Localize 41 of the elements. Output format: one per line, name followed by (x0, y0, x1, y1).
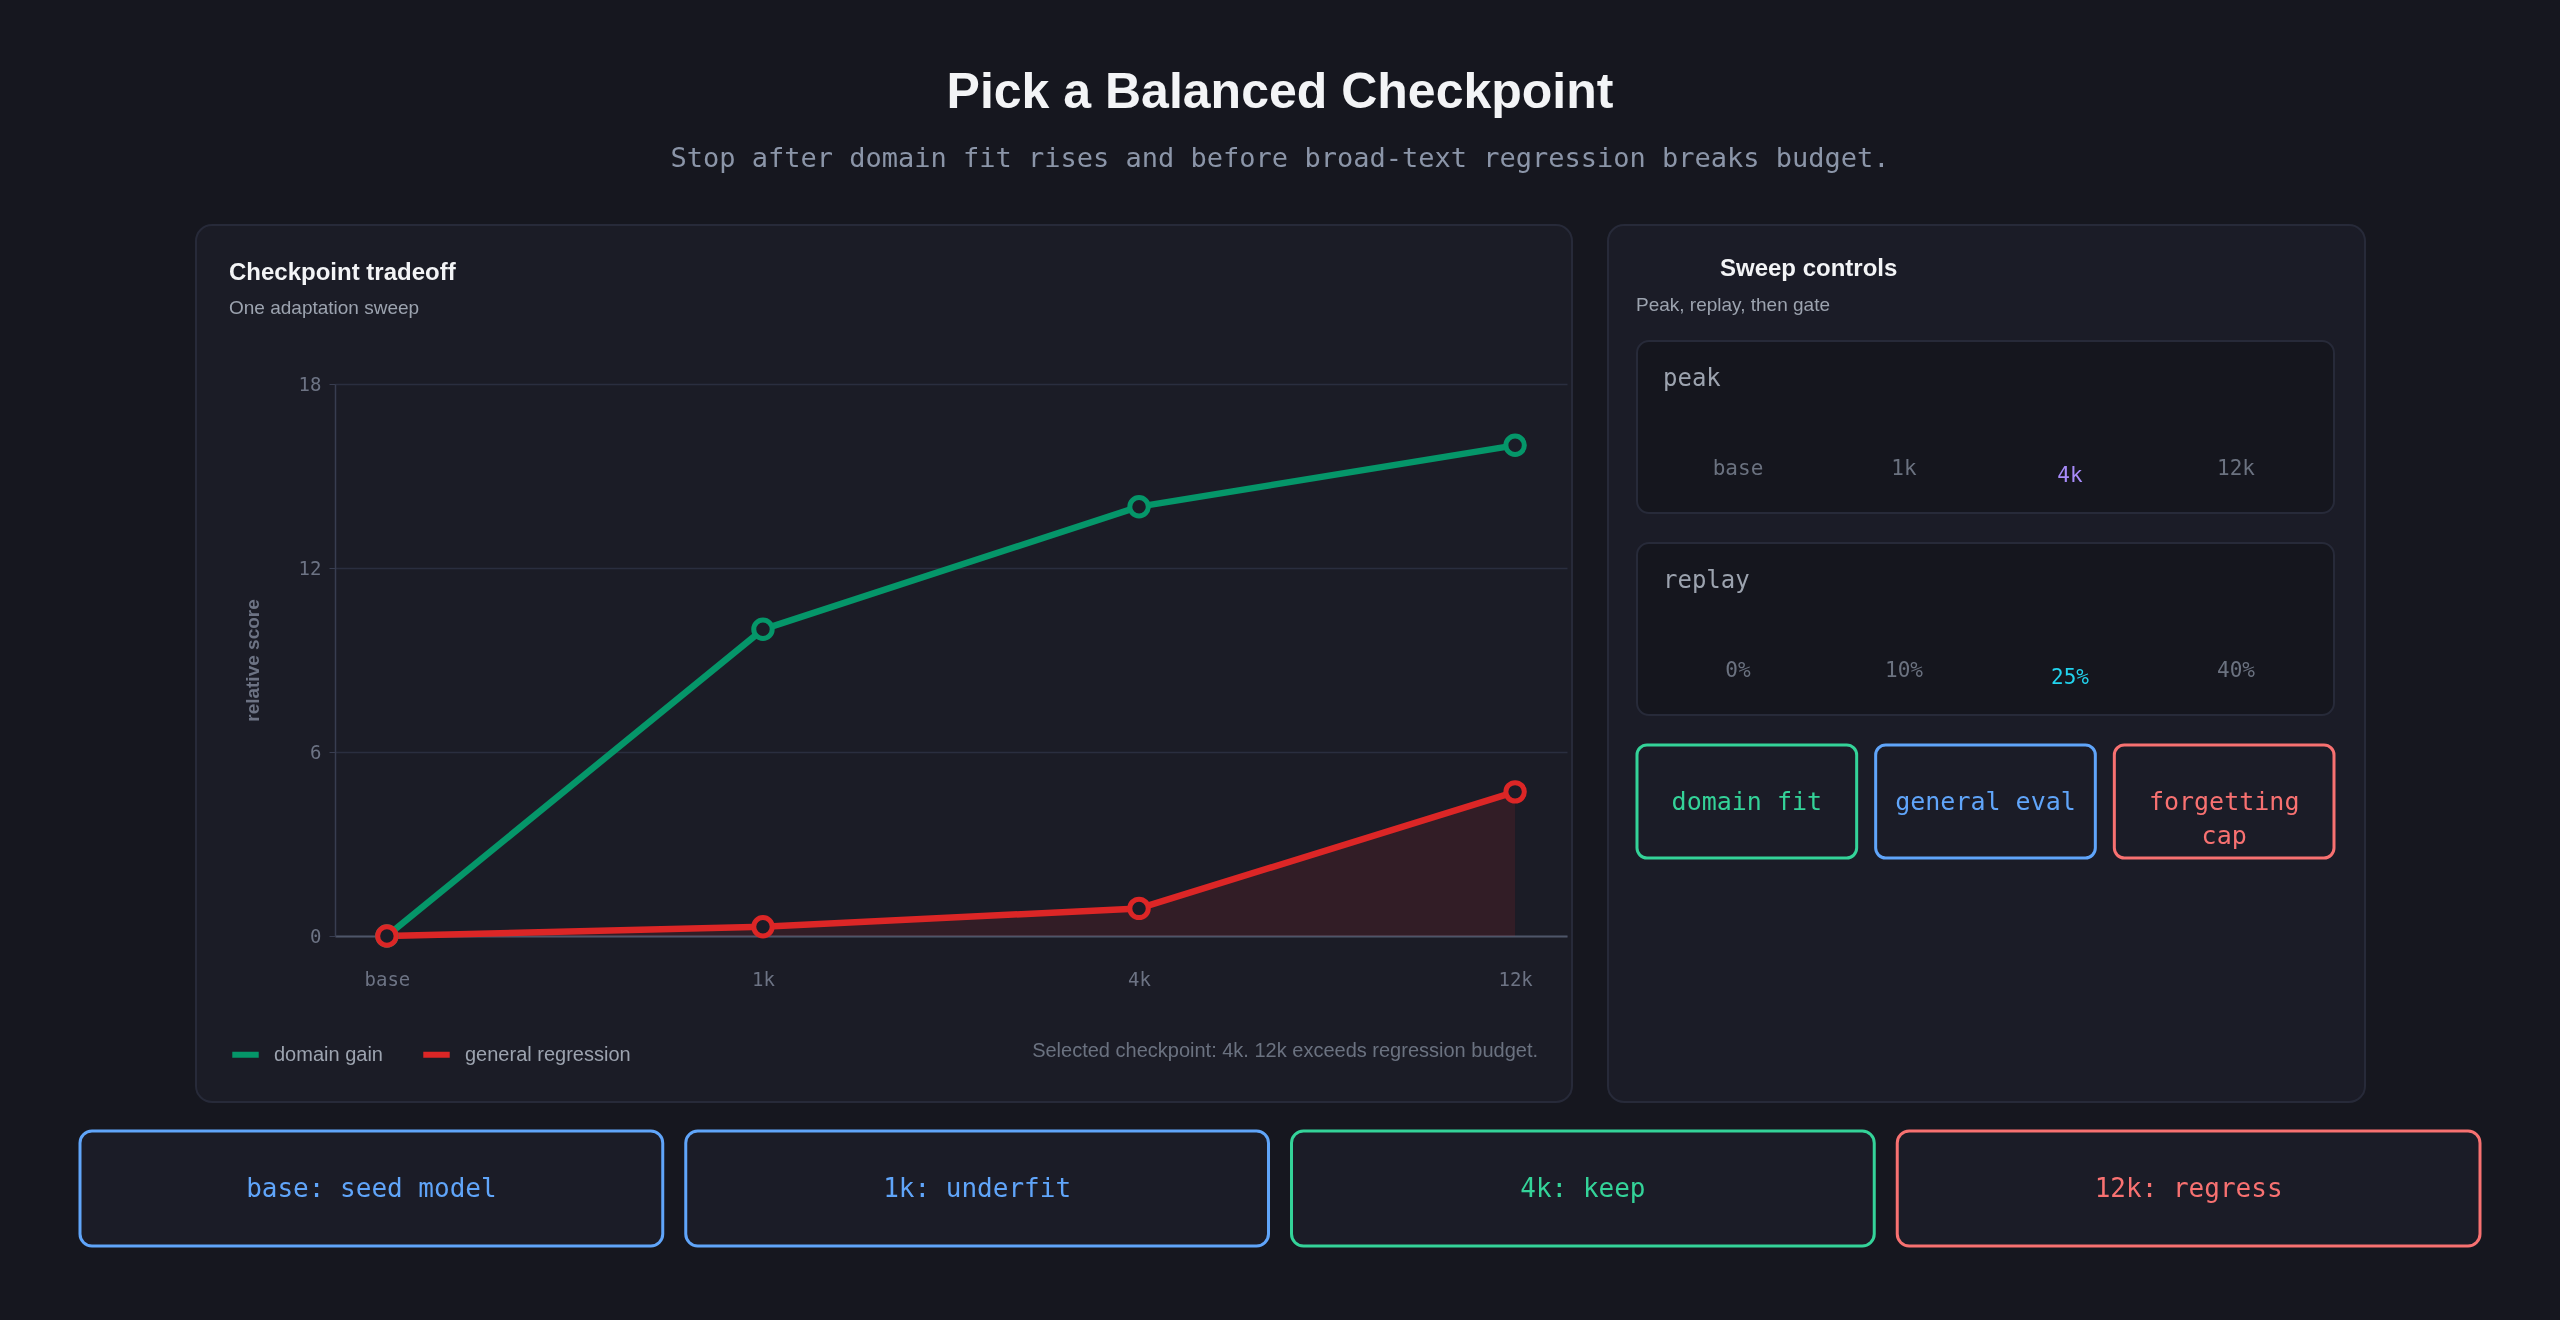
y-tick-label: 18 (298, 372, 322, 395)
text: Peak, replay, then gate (1636, 294, 1830, 315)
chart-title: Checkpoint tradeoff (229, 258, 457, 285)
text: peak (1663, 364, 1722, 392)
text: 0% (1725, 658, 1751, 682)
point (1127, 896, 1151, 921)
x-tick-label: 1k (752, 967, 776, 990)
point (1503, 433, 1527, 458)
text: Stop after domain fit rises and before broad-text regression breaks budget. (670, 142, 1890, 173)
text: 1k (1891, 456, 1917, 480)
x-tick-label: 4k (1128, 967, 1152, 990)
text: Sweep controls (1720, 254, 1898, 281)
text: 12k: regress (2094, 1173, 2283, 1203)
text: replay (1663, 566, 1750, 594)
text: 4k (2057, 463, 2083, 487)
point (751, 617, 775, 642)
point (751, 915, 775, 939)
y-tick-label: 12 (298, 556, 322, 579)
text: 40% (2217, 658, 2256, 682)
point (1503, 780, 1527, 804)
text: 4k: keep (1520, 1173, 1646, 1203)
text: Selected checkpoint: 4k. 12k exceeds regression budget. (1032, 1039, 1538, 1061)
point (1127, 494, 1151, 519)
text: 12k (2217, 456, 2256, 480)
text: general eval (1895, 787, 2076, 816)
legend-label: domain gain (274, 1042, 383, 1065)
text: Pick a Balanced Checkpoint (946, 63, 1614, 119)
y-tick-label: 0 (310, 924, 322, 947)
text: 10% (1885, 658, 1924, 682)
y-tick-label: 6 (310, 740, 322, 763)
x-tick-label: base (364, 967, 411, 990)
x-tick-label: 12k (1498, 967, 1534, 990)
text: 1k: underfit (883, 1173, 1072, 1203)
chart-subtitle: One adaptation sweep (229, 297, 420, 318)
text: base: seed model (246, 1173, 497, 1203)
text: base (1712, 456, 1764, 480)
text: forgetting cap (2148, 787, 2300, 850)
y-axis-title: relative score (241, 599, 263, 722)
text: domain fit (1671, 787, 1823, 816)
text: 25% (2051, 665, 2090, 689)
legend-label: general regression (465, 1042, 631, 1065)
